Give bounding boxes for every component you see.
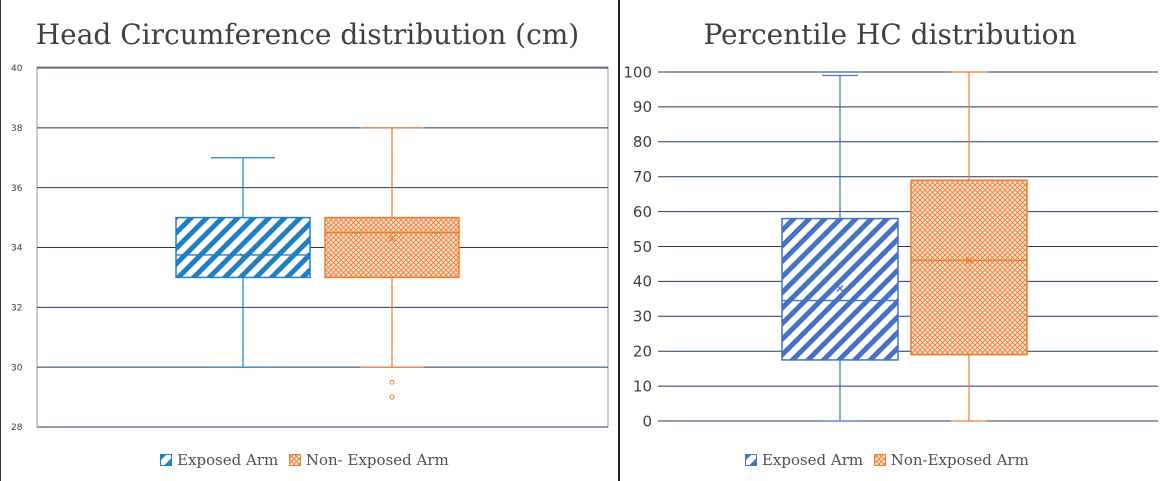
- hc-box-plot: 28 30 32 34 36 38 40: [11, 64, 609, 433]
- legend-label-exposed: Exposed Arm: [761, 451, 864, 469]
- y-tick-label: 100: [623, 63, 652, 81]
- y-tick-label: 30: [633, 308, 652, 326]
- y-tick-label: 90: [633, 98, 652, 116]
- legend-key-non-exposed: [873, 454, 886, 466]
- mean-marker: [965, 257, 973, 264]
- box-exposed-arm: [781, 74, 899, 422]
- hc-chart-panel: Head Circumference distribution (cm) 28 3…: [0, 0, 614, 481]
- y-tick-label: 32: [11, 303, 22, 313]
- y-tick-label: 70: [633, 168, 652, 186]
- mean-marker: [239, 253, 247, 260]
- box-non-exposed-arm: [910, 71, 1028, 422]
- iqr-box: [324, 216, 460, 279]
- y-tick-label: 80: [633, 133, 652, 151]
- chart-legend: Exposed Arm Non-Exposed Arm: [620, 450, 1160, 469]
- y-tick-label: 50: [633, 238, 652, 256]
- y-tick-label: 20: [633, 342, 652, 360]
- y-tick-label: 34: [11, 244, 23, 254]
- outlier-point: [389, 394, 395, 400]
- legend-label-non-exposed: Non- Exposed Arm: [305, 451, 449, 469]
- mean-marker: [388, 235, 396, 242]
- percentile-box-plot: 0 10 20 30 40 50 60 70 80 90 100: [623, 63, 1158, 430]
- iqr-box: [175, 216, 311, 279]
- y-tick-label: 28: [11, 423, 23, 433]
- box-non-exposed-arm: [324, 127, 460, 400]
- y-tick-label: 0: [642, 412, 652, 430]
- chart-title: Head Circumference distribution (cm): [35, 18, 580, 51]
- legend-label-exposed: Exposed Arm: [177, 451, 279, 469]
- y-tick-label: 30: [11, 363, 23, 373]
- percentile-chart-panel: Percentile HC distribution 0 10 20 30 40 50 60…: [618, 0, 1160, 481]
- y-gridlines: [37, 67, 608, 428]
- y-tick-label: 36: [11, 184, 23, 194]
- y-tick-label: 38: [11, 124, 23, 134]
- mean-marker: [836, 284, 844, 292]
- y-tick-label: 10: [633, 377, 652, 395]
- chart-legend: Exposed Arm Non- Exposed Arm: [1, 450, 614, 469]
- legend-label-non-exposed: Non-Exposed Arm: [890, 451, 1029, 469]
- y-tick-label: 40: [11, 64, 23, 74]
- panel-separator: [614, 0, 618, 481]
- chart-title: Percentile HC distribution: [703, 18, 1077, 51]
- y-tick-label: 40: [633, 273, 652, 291]
- box-exposed-arm: [175, 157, 311, 368]
- y-tick-label: 60: [633, 203, 652, 221]
- legend-key-exposed: [160, 454, 173, 466]
- legend-key-non-exposed: [289, 454, 302, 466]
- y-gridlines: [658, 71, 1158, 422]
- legend-key-exposed: [745, 454, 758, 466]
- iqr-box: [910, 179, 1028, 356]
- outlier-point: [389, 379, 395, 385]
